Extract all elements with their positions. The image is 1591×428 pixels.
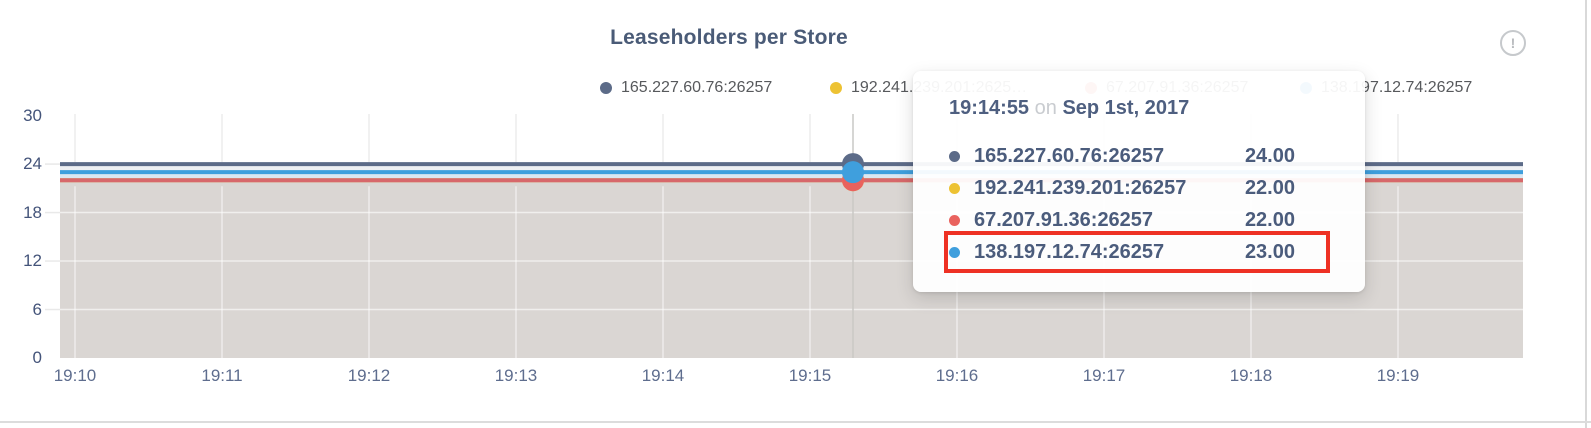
tooltip-rows: 165.227.60.76:26257 24.00 192.241.239.201:… — [944, 140, 1330, 273]
hover-point-dot — [842, 161, 864, 184]
x-axis-tick-label: 19:16 — [935, 366, 979, 385]
x-axis-tick-label: 19:10 — [53, 366, 97, 385]
x-axis-tick-label: 19:17 — [1082, 366, 1126, 385]
tooltip-series-label: 165.227.60.76:26257 — [974, 144, 1165, 167]
y-axis-tick-label: 30 — [23, 105, 42, 125]
panel-bottom-divider — [0, 421, 1591, 423]
hover-tooltip: 19:14:55 on Sep 1st, 2017 165.227.60.76:… — [913, 71, 1365, 292]
exclamation-glyph: ! — [1510, 35, 1516, 51]
tooltip-series-dot — [949, 214, 960, 226]
tooltip-timestamp: 19:14:55 on Sep 1st, 2017 — [949, 97, 1325, 127]
panel-right-divider — [1585, 0, 1587, 428]
legend-series-label: 165.227.60.76:26257 — [621, 79, 773, 96]
y-axis-tick-label: 18 — [23, 202, 42, 222]
tooltip-row-highlighted: 138.197.12.74:26257 23.00 — [944, 231, 1330, 273]
tooltip-series-dot — [949, 182, 960, 194]
legend-series-dot — [600, 82, 612, 94]
tooltip-time: 19:14:55 — [949, 97, 1030, 119]
legend-item[interactable]: 165.227.60.76:26257 — [600, 79, 772, 97]
x-axis-tick-label: 19:18 — [1229, 366, 1273, 385]
y-axis-tick-label: 24 — [23, 154, 42, 174]
chart-title: Leaseholders per Store — [610, 26, 848, 49]
y-axis-tick-label: 12 — [23, 251, 42, 271]
tooltip-series-value: 22.00 — [1244, 208, 1295, 231]
x-axis-tick-label: 19:13 — [494, 366, 538, 385]
x-axis-tick-label: 19:12 — [347, 366, 391, 385]
tooltip-row: 192.241.239.201:26257 22.00 — [949, 172, 1325, 204]
tooltip-series-dot — [949, 150, 960, 162]
y-axis-tick-label: 6 — [32, 299, 42, 319]
tooltip-series-label: 192.241.239.201:26257 — [974, 176, 1187, 199]
tooltip-series-value: 23.00 — [1244, 240, 1295, 263]
tooltip-series-dot — [949, 246, 960, 258]
tooltip-conjunction: on — [1034, 97, 1057, 119]
tooltip-series-value: 24.00 — [1244, 144, 1295, 167]
tooltip-series-value: 22.00 — [1244, 176, 1295, 199]
tooltip-date: Sep 1st, 2017 — [1062, 97, 1190, 119]
x-axis-tick-label: 19:14 — [641, 366, 685, 385]
tooltip-row: 165.227.60.76:26257 24.00 — [949, 140, 1325, 172]
y-axis-tick-label: 0 — [32, 348, 42, 367]
tooltip-series-label: 67.207.91.36:26257 — [974, 208, 1154, 231]
hover-marker — [842, 114, 864, 358]
x-axis-tick-label: 19:19 — [1376, 366, 1420, 385]
x-axis-tick-label: 19:15 — [788, 366, 832, 385]
legend-series-dot — [830, 82, 842, 94]
x-axis-tick-label: 19:11 — [201, 366, 243, 385]
tooltip-series-label: 138.197.12.74:26257 — [974, 240, 1165, 263]
tooltip-row: 67.207.91.36:26257 22.00 — [949, 204, 1325, 236]
alert-info-icon[interactable]: ! — [1500, 30, 1526, 56]
